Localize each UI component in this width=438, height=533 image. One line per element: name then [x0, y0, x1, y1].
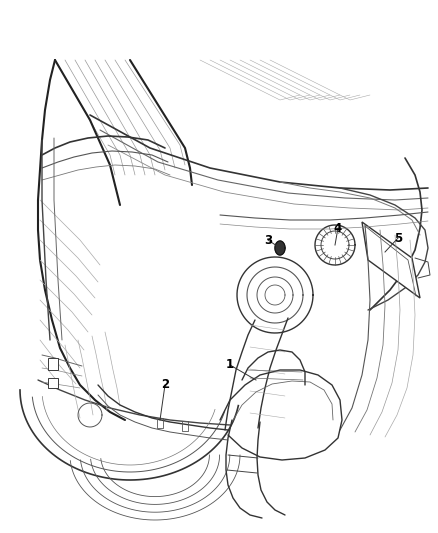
Polygon shape — [275, 241, 285, 255]
Text: 5: 5 — [394, 231, 402, 245]
Polygon shape — [48, 378, 58, 388]
Text: 1: 1 — [226, 359, 234, 372]
Text: 4: 4 — [334, 222, 342, 235]
Text: 3: 3 — [264, 233, 272, 246]
Polygon shape — [48, 358, 58, 370]
Polygon shape — [362, 222, 420, 298]
Text: 2: 2 — [161, 378, 169, 392]
